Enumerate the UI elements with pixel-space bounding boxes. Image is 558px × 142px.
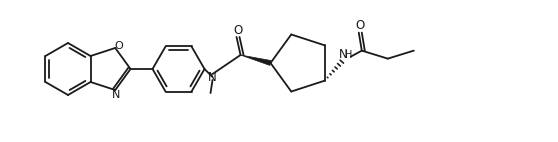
Text: H: H bbox=[345, 50, 353, 60]
Text: O: O bbox=[233, 23, 242, 36]
Text: N: N bbox=[338, 48, 347, 61]
Text: N: N bbox=[208, 70, 217, 83]
Polygon shape bbox=[240, 55, 271, 65]
Text: O: O bbox=[355, 19, 364, 32]
Text: N: N bbox=[112, 90, 121, 100]
Text: O: O bbox=[115, 41, 124, 51]
